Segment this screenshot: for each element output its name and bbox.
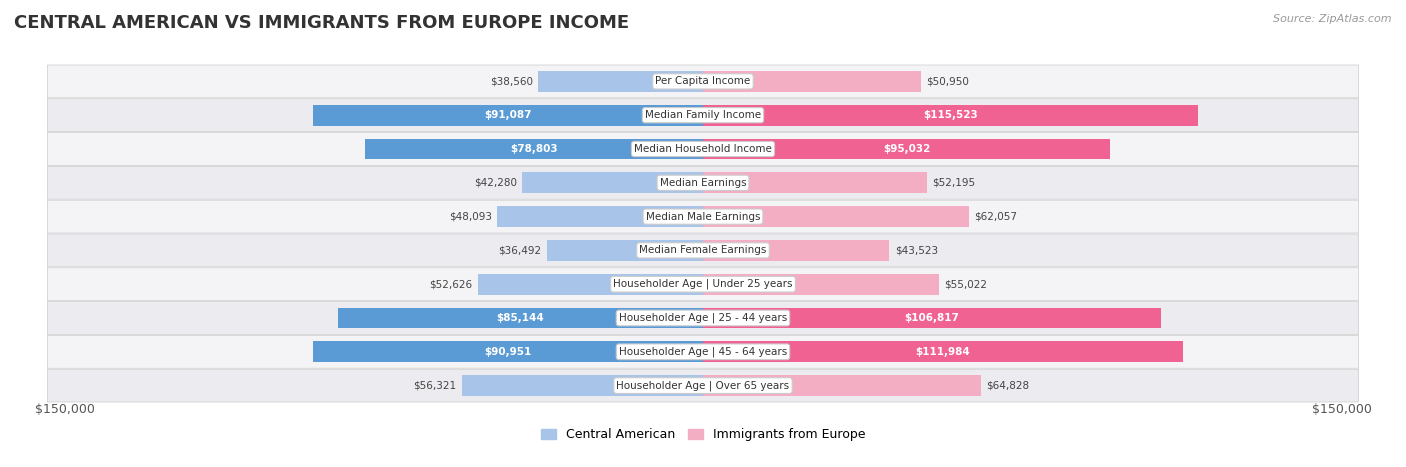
FancyBboxPatch shape	[48, 99, 1358, 132]
Bar	[703, 206, 969, 227]
Text: Median Family Income: Median Family Income	[645, 110, 761, 120]
Bar	[703, 139, 1111, 159]
Text: Householder Age | Under 25 years: Householder Age | Under 25 years	[613, 279, 793, 290]
Bar	[703, 172, 927, 193]
Bar	[703, 105, 1198, 126]
Text: $95,032: $95,032	[883, 144, 931, 154]
Text: $55,022: $55,022	[943, 279, 987, 289]
Text: $38,560: $38,560	[489, 77, 533, 86]
Bar	[461, 375, 703, 396]
Bar	[703, 240, 890, 261]
FancyBboxPatch shape	[48, 200, 1358, 233]
Bar	[314, 341, 703, 362]
Text: CENTRAL AMERICAN VS IMMIGRANTS FROM EUROPE INCOME: CENTRAL AMERICAN VS IMMIGRANTS FROM EURO…	[14, 14, 630, 32]
FancyBboxPatch shape	[48, 166, 1358, 199]
Text: $78,803: $78,803	[510, 144, 558, 154]
Text: $106,817: $106,817	[904, 313, 959, 323]
Text: Median Household Income: Median Household Income	[634, 144, 772, 154]
Text: Per Capita Income: Per Capita Income	[655, 77, 751, 86]
Text: Median Male Earnings: Median Male Earnings	[645, 212, 761, 222]
Bar	[703, 375, 981, 396]
Text: Median Female Earnings: Median Female Earnings	[640, 245, 766, 255]
Text: Householder Age | 45 - 64 years: Householder Age | 45 - 64 years	[619, 347, 787, 357]
Text: $52,195: $52,195	[932, 178, 974, 188]
Text: Householder Age | Over 65 years: Householder Age | Over 65 years	[616, 380, 790, 391]
Bar	[366, 139, 703, 159]
Text: $150,000: $150,000	[35, 403, 94, 417]
Bar	[478, 274, 703, 295]
Text: Householder Age | 25 - 44 years: Householder Age | 25 - 44 years	[619, 313, 787, 323]
Text: $111,984: $111,984	[915, 347, 970, 357]
FancyBboxPatch shape	[48, 133, 1358, 165]
Text: $36,492: $36,492	[498, 245, 541, 255]
Text: $48,093: $48,093	[449, 212, 492, 222]
Text: $90,951: $90,951	[485, 347, 531, 357]
FancyBboxPatch shape	[48, 65, 1358, 98]
FancyBboxPatch shape	[48, 234, 1358, 267]
Legend: Central American, Immigrants from Europe: Central American, Immigrants from Europe	[534, 422, 872, 447]
FancyBboxPatch shape	[48, 268, 1358, 301]
FancyBboxPatch shape	[48, 335, 1358, 368]
Text: $85,144: $85,144	[496, 313, 544, 323]
Text: Source: ZipAtlas.com: Source: ZipAtlas.com	[1274, 14, 1392, 24]
FancyBboxPatch shape	[48, 302, 1358, 334]
Bar	[537, 71, 703, 92]
Bar	[703, 308, 1161, 328]
Bar	[339, 308, 703, 328]
Text: $56,321: $56,321	[413, 381, 457, 390]
Bar	[312, 105, 703, 126]
Text: $50,950: $50,950	[927, 77, 969, 86]
FancyBboxPatch shape	[48, 369, 1358, 402]
Bar	[703, 274, 939, 295]
Text: $52,626: $52,626	[429, 279, 472, 289]
Bar	[496, 206, 703, 227]
Text: $91,087: $91,087	[484, 110, 531, 120]
Text: $62,057: $62,057	[974, 212, 1017, 222]
Text: $150,000: $150,000	[1312, 403, 1371, 417]
Text: $115,523: $115,523	[924, 110, 979, 120]
Text: Median Earnings: Median Earnings	[659, 178, 747, 188]
Text: $43,523: $43,523	[894, 245, 938, 255]
Text: $42,280: $42,280	[474, 178, 516, 188]
Text: $64,828: $64,828	[986, 381, 1029, 390]
Bar	[703, 71, 921, 92]
Bar	[522, 172, 703, 193]
Bar	[547, 240, 703, 261]
Bar	[703, 341, 1182, 362]
